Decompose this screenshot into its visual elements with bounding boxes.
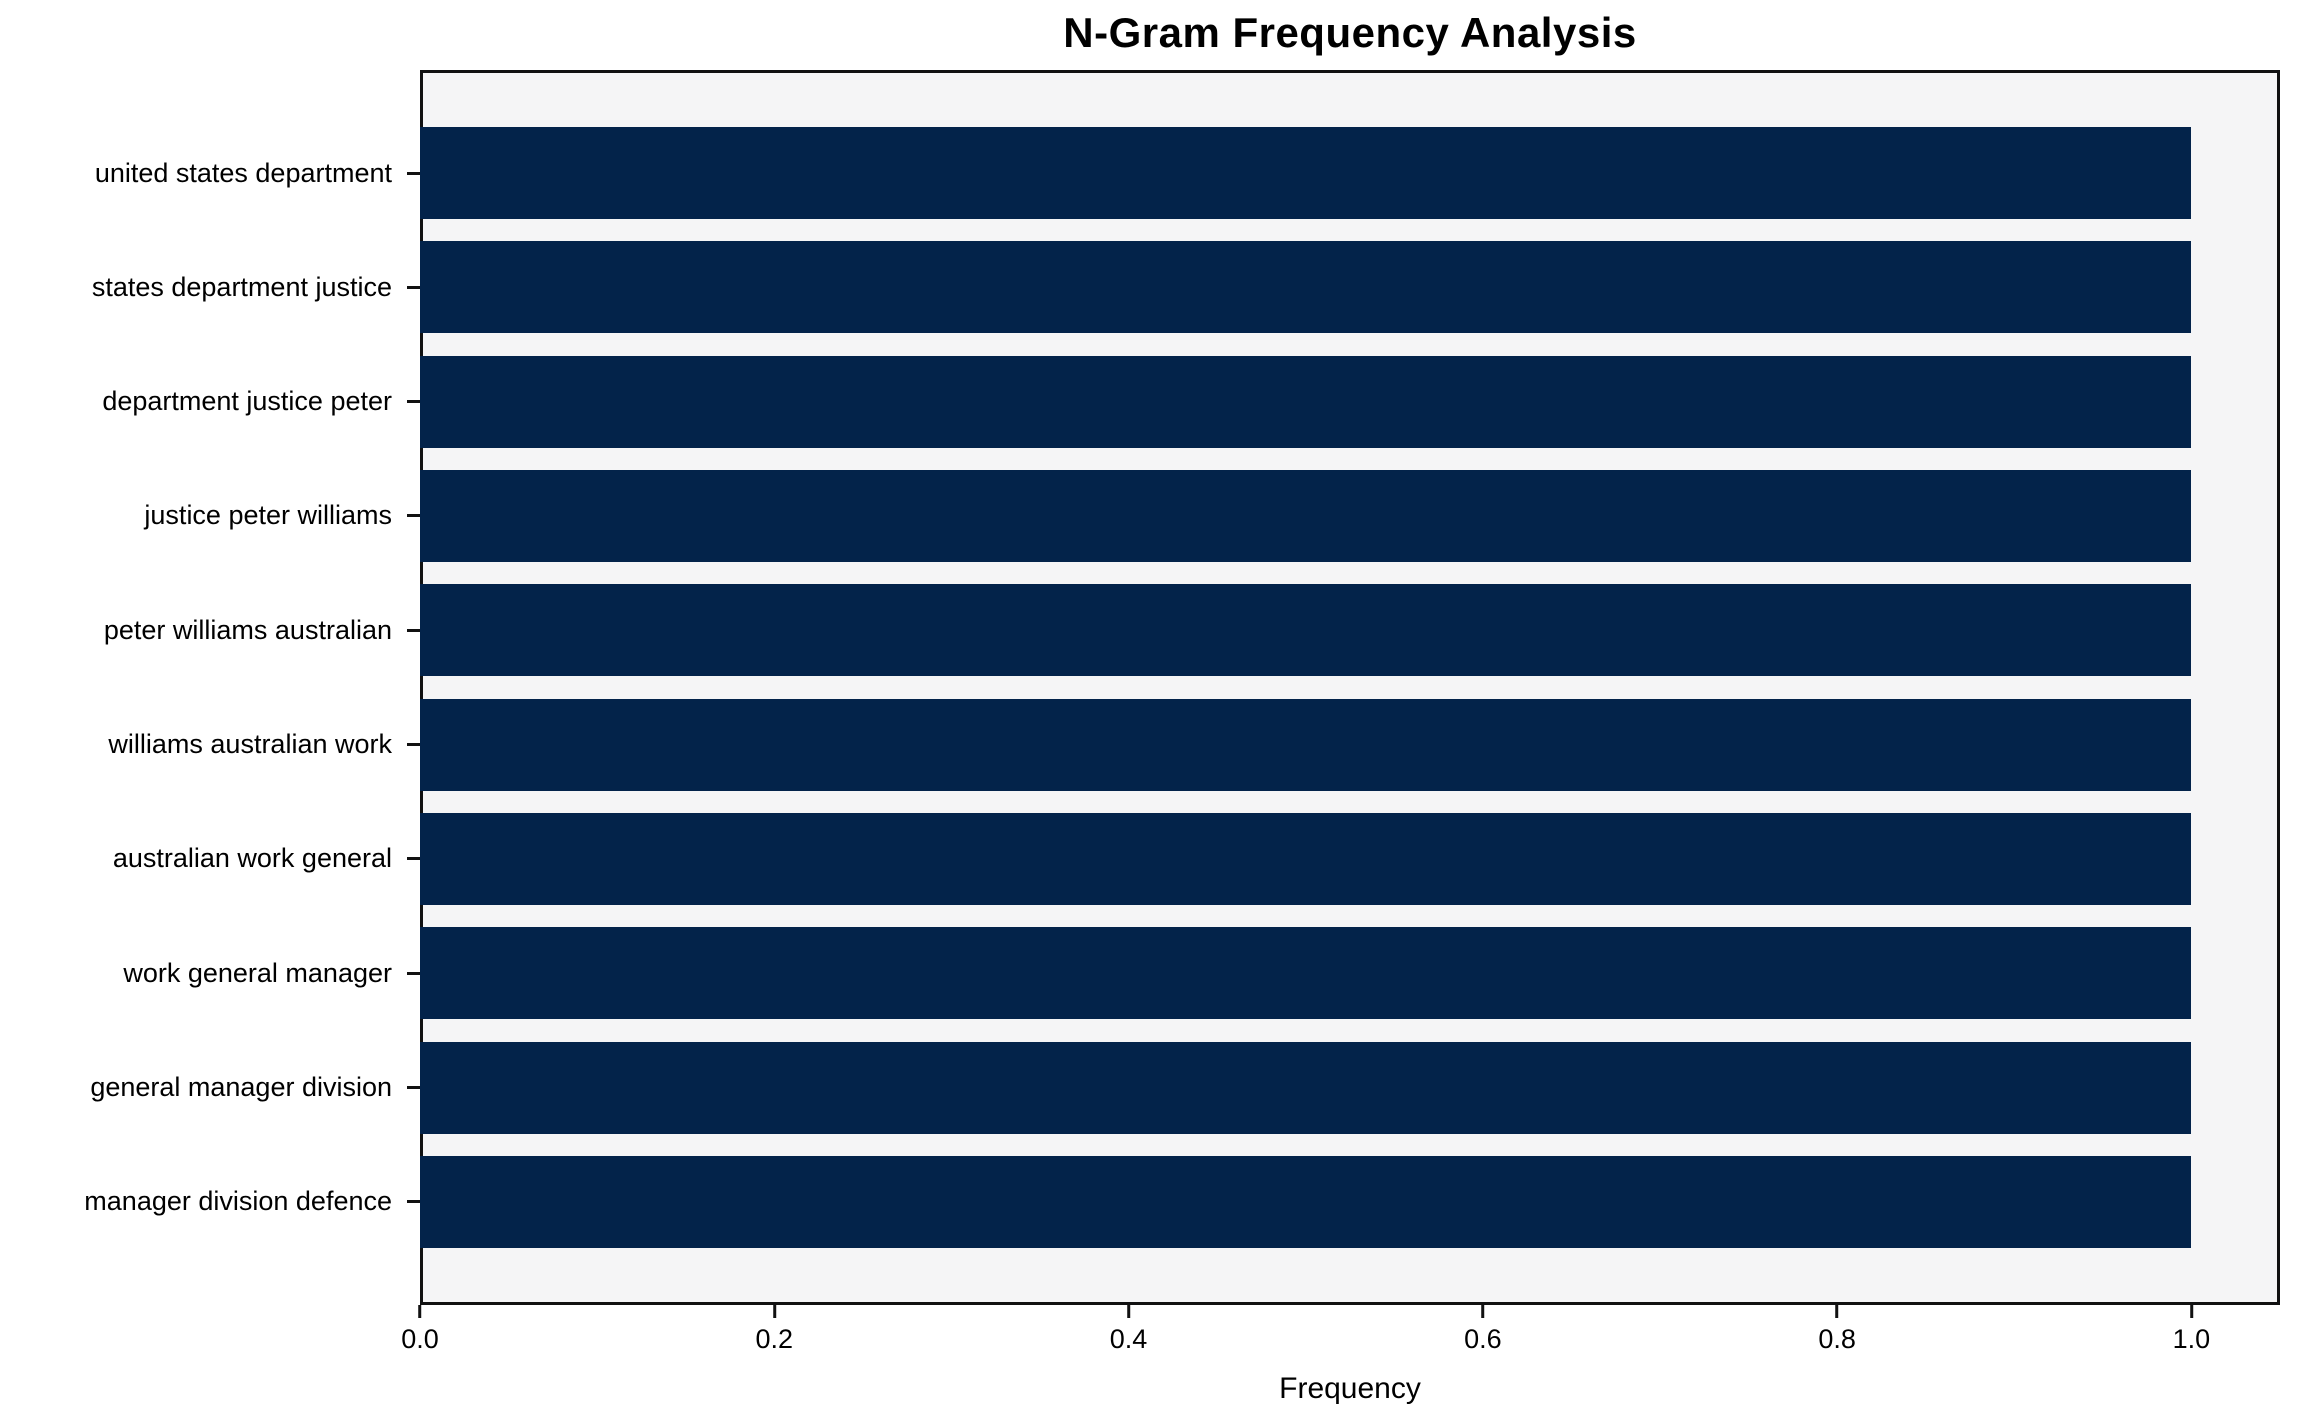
x-tick: 0.2 xyxy=(755,1305,794,1355)
y-tick-label: australian work general xyxy=(112,843,392,874)
bar xyxy=(420,698,2192,791)
y-tick-label: justice peter williams xyxy=(144,500,392,531)
bar xyxy=(420,127,2192,219)
bar xyxy=(420,469,2192,562)
y-tick-mark xyxy=(407,514,420,518)
x-tick-label: 0.2 xyxy=(755,1324,794,1354)
bar-row: justice peter williams xyxy=(0,469,2280,562)
bar-row: australian work general xyxy=(0,812,2280,905)
y-tick-label: department justice peter xyxy=(102,386,392,417)
y-tick-label: peter williams australian xyxy=(103,614,392,645)
x-tick-label: 0.0 xyxy=(401,1324,439,1354)
y-tick-mark xyxy=(407,1200,420,1204)
bar xyxy=(420,1041,2192,1134)
bar xyxy=(420,584,2192,677)
bar-track xyxy=(420,469,2280,562)
y-tick-mark xyxy=(407,857,420,861)
bar-track xyxy=(420,1041,2280,1134)
x-tick-label: 0.4 xyxy=(1109,1324,1148,1354)
y-tick-mark xyxy=(407,628,420,632)
y-tick-label: manager division defence xyxy=(84,1186,392,1217)
y-tick-wrap xyxy=(396,470,420,562)
y-tick-mark xyxy=(407,743,420,747)
bar-row: states department justice xyxy=(0,241,2280,334)
x-tick: 0.0 xyxy=(401,1305,439,1355)
y-tick-wrap xyxy=(396,1042,420,1134)
bar-row: manager division defence xyxy=(0,1155,2280,1248)
y-tick-wrap xyxy=(396,813,420,905)
y-tick-wrap xyxy=(396,356,420,448)
y-tick-wrap xyxy=(396,1156,420,1248)
bar-track xyxy=(420,1155,2280,1248)
x-axis-label: Frequency xyxy=(1279,1372,1421,1405)
y-tick-label: work general manager xyxy=(123,957,392,988)
x-tick-label: 0.8 xyxy=(1818,1324,1856,1354)
bar-row: work general manager xyxy=(0,927,2280,1020)
chart-title: N-Gram Frequency Analysis xyxy=(1063,9,1637,56)
bar-track xyxy=(420,698,2280,791)
x-tick-mark xyxy=(2189,1305,2193,1318)
bar-track xyxy=(420,927,2280,1020)
bar-track xyxy=(420,584,2280,677)
y-tick-wrap xyxy=(396,241,420,333)
x-tick: 0.8 xyxy=(1818,1305,1856,1355)
bar xyxy=(420,927,2192,1020)
y-tick-mark xyxy=(407,971,420,975)
x-tick: 0.4 xyxy=(1109,1305,1148,1355)
x-axis: 0.0 0.2 0.4 0.6 0.8 1.0 xyxy=(401,1305,2280,1375)
x-tick-mark xyxy=(1835,1305,1839,1318)
bar-row: department justice peter xyxy=(0,355,2280,448)
bar xyxy=(420,812,2192,905)
y-tick-label: williams australian work xyxy=(108,729,392,760)
y-tick-label: general manager division xyxy=(90,1072,392,1103)
x-tick-label: 0.6 xyxy=(1464,1324,1502,1354)
x-tick-label: 1.0 xyxy=(2172,1324,2211,1354)
bar-row: peter williams australian xyxy=(0,584,2280,677)
x-tick: 0.6 xyxy=(1464,1305,1502,1355)
y-tick-mark xyxy=(407,1086,420,1090)
x-tick: 1.0 xyxy=(2172,1305,2211,1355)
y-tick-label: states department justice xyxy=(91,271,392,302)
bar-row: general manager division xyxy=(0,1041,2280,1134)
bar-track xyxy=(420,127,2280,219)
bar xyxy=(420,241,2192,334)
x-tick-mark xyxy=(1127,1305,1131,1318)
y-tick-mark xyxy=(407,285,420,289)
bar-track xyxy=(420,355,2280,448)
y-tick-wrap xyxy=(396,927,420,1019)
x-tick-mark xyxy=(418,1305,422,1318)
x-tick-mark xyxy=(772,1305,776,1318)
bar-track xyxy=(420,241,2280,334)
bar-row: united states department xyxy=(0,127,2280,219)
bar-track xyxy=(420,812,2280,905)
y-tick-label: united states department xyxy=(94,157,392,188)
y-tick-wrap xyxy=(396,699,420,791)
bar-row: williams australian work xyxy=(0,698,2280,791)
bar xyxy=(420,355,2192,448)
y-tick-wrap xyxy=(396,127,420,219)
bars-layer: united states department states departme… xyxy=(0,70,2280,1305)
y-tick-mark xyxy=(407,400,420,404)
bar xyxy=(420,1155,2192,1248)
y-tick-mark xyxy=(407,171,420,175)
y-tick-wrap xyxy=(396,584,420,676)
x-tick-mark xyxy=(1481,1305,1485,1318)
